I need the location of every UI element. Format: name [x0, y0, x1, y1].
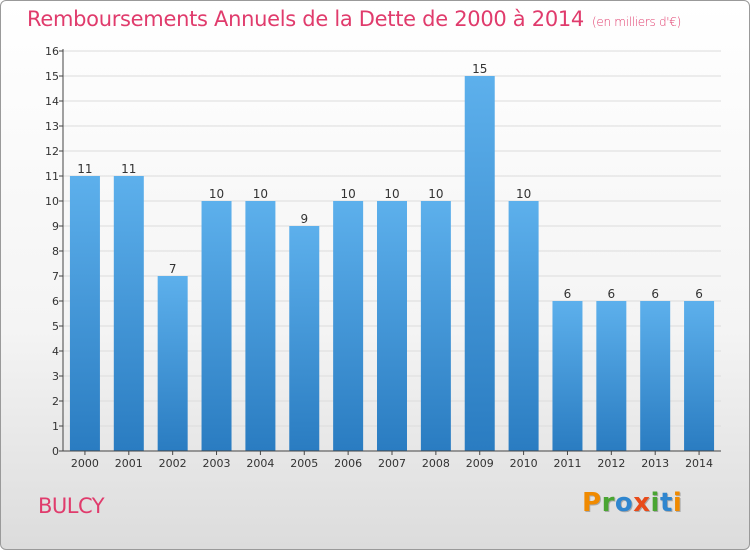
data-label-2001: 11	[121, 162, 136, 176]
bar-2007	[377, 201, 407, 451]
bar-2008	[420, 201, 451, 451]
chart-title: Remboursements Annuels de la Dette de 20…	[27, 7, 681, 31]
y-tick-label: 4	[52, 345, 59, 358]
y-tick-label: 11	[45, 170, 59, 183]
labels: 0123456789101112131415161120001120017200…	[45, 45, 713, 470]
y-tick-label: 5	[52, 320, 59, 333]
bars	[69, 76, 715, 451]
data-label-2002: 7	[169, 262, 177, 276]
y-tick-label: 6	[52, 295, 59, 308]
data-label-2007: 10	[384, 187, 399, 201]
x-tick-label: 2004	[246, 457, 274, 470]
chart-unit-label: (en milliers d'€)	[592, 15, 682, 29]
bar-2004	[245, 201, 276, 451]
y-tick-label: 1	[52, 420, 59, 433]
logo-letter: t	[659, 488, 673, 518]
x-tick-label: 2013	[641, 457, 669, 470]
y-tick-label: 14	[45, 95, 59, 108]
y-tick-label: 8	[52, 245, 59, 258]
y-tick-label: 15	[45, 70, 59, 83]
y-tick-label: 7	[52, 270, 59, 283]
data-label-2010: 10	[516, 187, 531, 201]
commune-name: BULCY	[38, 494, 105, 518]
logo-letter: P	[582, 488, 602, 518]
data-label-2009: 15	[472, 62, 487, 76]
x-tick-label: 2001	[115, 457, 143, 470]
data-label-2006: 10	[340, 187, 355, 201]
data-label-2003: 10	[209, 187, 224, 201]
bar-2006	[333, 201, 364, 451]
bar-2005	[289, 226, 320, 451]
bar-2000	[69, 176, 100, 451]
bar-2001	[113, 176, 144, 451]
y-tick-label: 16	[45, 45, 59, 58]
y-tick-label: 3	[52, 370, 59, 383]
proxiti-logo[interactable]: Proxiti	[582, 488, 682, 518]
y-tick-label: 2	[52, 395, 59, 408]
bar-2011	[552, 301, 583, 451]
logo-letter: i	[672, 488, 683, 518]
bar-2013	[640, 301, 671, 451]
bar-2002	[157, 276, 188, 451]
bar-2012	[596, 301, 627, 451]
data-label-2011: 6	[564, 287, 572, 301]
y-tick-label: 13	[45, 120, 59, 133]
x-tick-label: 2009	[466, 457, 494, 470]
bar-2014	[684, 301, 715, 451]
x-tick-label: 2006	[334, 457, 362, 470]
x-tick-label: 2000	[71, 457, 99, 470]
bar-2009	[464, 76, 495, 451]
x-tick-label: 2002	[159, 457, 187, 470]
chart-title-main: Remboursements Annuels de la Dette de 20…	[27, 7, 584, 31]
axes	[59, 49, 721, 455]
x-tick-label: 2012	[597, 457, 625, 470]
logo-letter: r	[601, 488, 615, 518]
logo-letter: o	[614, 488, 634, 518]
bar-2003	[201, 201, 232, 451]
y-tick-label: 10	[45, 195, 59, 208]
x-tick-label: 2008	[422, 457, 450, 470]
y-tick-label: 0	[52, 445, 59, 458]
data-label-2005: 9	[300, 212, 308, 226]
x-tick-label: 2005	[290, 457, 318, 470]
bar-2010	[508, 201, 539, 451]
x-tick-label: 2003	[203, 457, 231, 470]
logo-letter: x	[633, 488, 651, 518]
data-label-2014: 6	[695, 287, 703, 301]
y-tick-label: 12	[45, 145, 59, 158]
y-tick-label: 9	[52, 220, 59, 233]
x-tick-label: 2014	[685, 457, 713, 470]
x-tick-label: 2011	[553, 457, 581, 470]
x-tick-label: 2010	[510, 457, 538, 470]
data-label-2012: 6	[608, 287, 616, 301]
data-label-2008: 10	[428, 187, 443, 201]
data-label-2013: 6	[651, 287, 659, 301]
x-tick-label: 2007	[378, 457, 406, 470]
data-label-2004: 10	[253, 187, 268, 201]
data-label-2000: 11	[77, 162, 92, 176]
logo-letter: i	[650, 488, 660, 518]
